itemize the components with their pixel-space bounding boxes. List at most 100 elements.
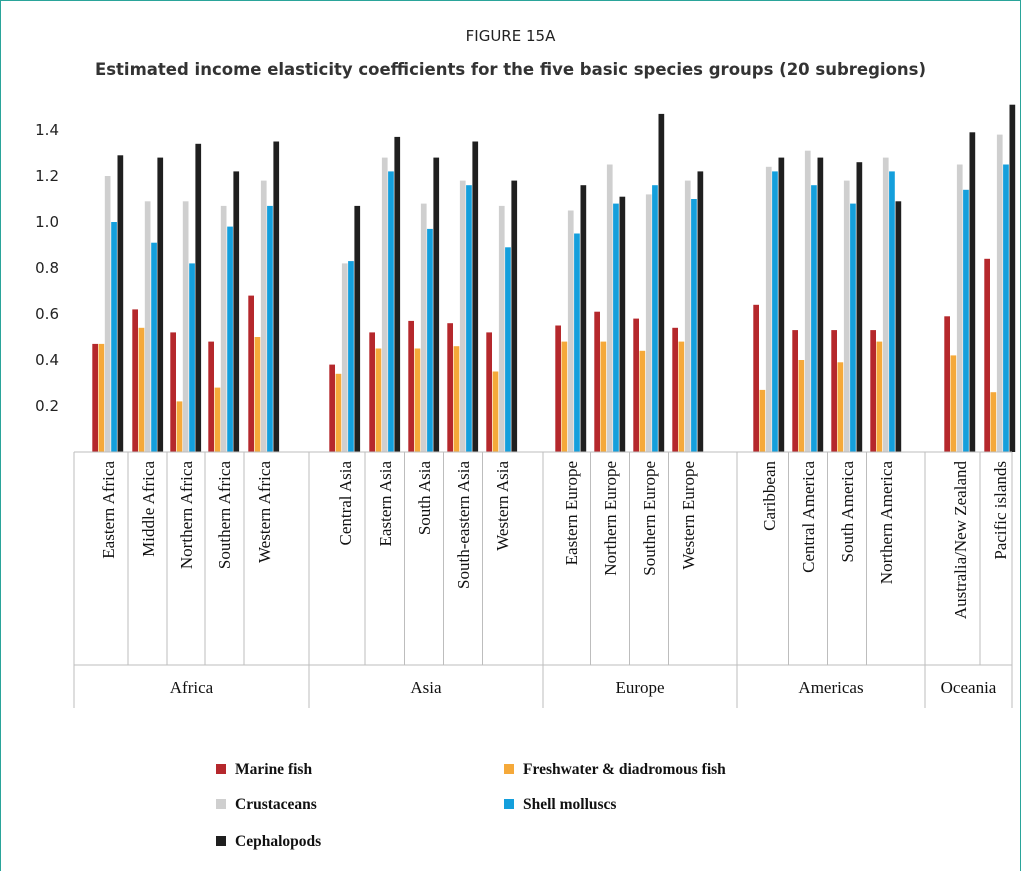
y-tick-label: 1.0 [35,213,59,231]
category-label-western-europe: Western Europe [679,461,698,570]
bar-shell-molluscs-southern-europe [652,185,658,452]
bar-shell-molluscs-central-america [811,185,817,452]
category-label-northern-africa: Northern Africa [177,461,196,570]
bar-marine-fish-south-eastern-asia [447,323,453,452]
bar-crustaceans-eastern-africa [104,176,111,452]
bar-shell-molluscs-western-africa [267,205,273,452]
bar-freshwater-diadromous-fish-eastern-africa [98,343,105,452]
bar-marine-fish-australia-new-zealand [944,316,950,452]
bar-freshwater-diadromous-fish-south-eastern-asia [453,346,460,452]
bar-cephalopods-eastern-asia [394,136,401,452]
bar-shell-molluscs-middle-africa [151,242,157,452]
bar-freshwater-diadromous-fish-western-africa [254,337,261,452]
category-label-western-africa: Western Africa [255,461,274,563]
legend-label-freshwater-diadromous-fish: Freshwater & diadromous fish [523,761,726,778]
bar-shell-molluscs-eastern-europe [574,233,580,452]
category-label-northern-europe: Northern Europe [601,461,620,576]
bar-marine-fish-southern-africa [208,341,214,452]
region-label-oceania: Oceania [941,678,997,697]
y-tick-label: 1.2 [35,167,59,185]
bar-freshwater-diadromous-fish-australia-new-zealand [950,355,957,452]
legend-swatch-freshwater-diadromous-fish [504,764,514,774]
bar-crustaceans-northern-africa [182,201,189,452]
category-label-south-eastern-asia: South-eastern Asia [454,461,473,589]
bar-marine-fish-caribbean [753,304,759,452]
bar-freshwater-diadromous-fish-western-asia [492,371,499,452]
y-tick-label: 0.2 [35,397,59,415]
category-label-south-america: South America [838,461,857,563]
bar-freshwater-diadromous-fish-eastern-europe [561,341,568,452]
bar-cephalopods-middle-africa [157,157,164,452]
category-label-eastern-europe: Eastern Europe [562,461,581,565]
bar-shell-molluscs-eastern-asia [388,171,394,452]
bar-cephalopods-pacific-islands [1009,104,1016,452]
bar-marine-fish-northern-europe [594,311,600,452]
x-axis [73,451,1013,708]
category-label-eastern-africa: Eastern Africa [99,461,118,559]
bar-freshwater-diadromous-fish-northern-europe [600,341,607,452]
region-label-europe: Europe [615,678,664,697]
bar-cephalopods-australia-new-zealand [969,132,976,453]
bar-crustaceans-southern-africa [220,205,227,452]
bar-cephalopods-northern-africa [195,143,202,453]
bar-shell-molluscs-eastern-africa [111,222,117,452]
bar-freshwater-diadromous-fish-south-asia [414,348,421,452]
bar-freshwater-diadromous-fish-central-america [798,360,805,452]
bar-crustaceans-northern-europe [606,164,613,452]
bar-freshwater-diadromous-fish-central-asia [335,373,342,452]
bar-marine-fish-middle-africa [132,309,138,452]
bar-shell-molluscs-caribbean [772,171,778,452]
bar-marine-fish-eastern-europe [555,325,561,452]
bar-marine-fish-western-africa [248,295,254,452]
legend-swatch-marine-fish [216,764,226,774]
category-label-western-asia: Western Asia [493,461,512,551]
bar-marine-fish-south-asia [408,320,414,452]
bar-shell-molluscs-northern-america [889,171,895,452]
legend-swatch-cephalopods [216,836,226,846]
figure-label: FIGURE 15A [465,27,556,45]
bar-crustaceans-middle-africa [144,201,151,452]
bar-crustaceans-pacific-islands [996,134,1003,452]
bar-crustaceans-central-america [804,150,811,452]
y-tick-label: 0.4 [35,351,59,369]
bar-crustaceans-western-africa [260,180,267,452]
bar-crustaceans-eastern-europe [567,210,574,452]
category-label-northern-america: Northern America [877,461,896,585]
bar-crustaceans-south-eastern-asia [459,180,466,452]
bar-shell-molluscs-western-asia [505,247,511,452]
bar-shell-molluscs-western-europe [691,199,697,452]
bar-cephalopods-eastern-europe [580,185,587,452]
bar-shell-molluscs-australia-new-zealand [963,189,969,453]
bar-cephalopods-eastern-africa [117,155,124,453]
bar-marine-fish-eastern-africa [92,343,98,452]
bar-freshwater-diadromous-fish-eastern-asia [375,348,382,452]
bar-crustaceans-eastern-asia [381,157,388,452]
bar-freshwater-diadromous-fish-southern-europe [639,350,646,452]
bar-freshwater-diadromous-fish-caribbean [759,389,766,452]
bar-cephalopods-central-asia [354,205,361,452]
legend-label-marine-fish: Marine fish [235,761,312,778]
bar-crustaceans-northern-america [882,157,889,452]
y-axis-ticks: 0.2 0.4 0.6 0.8 1.0 1.2 1.4 [35,121,59,415]
bar-crustaceans-south-asia [420,203,427,452]
bar-cephalopods-western-asia [511,180,518,452]
bar-freshwater-diadromous-fish-pacific-islands [990,392,997,452]
bar-cephalopods-southern-europe [658,113,665,453]
bar-marine-fish-central-asia [329,364,335,452]
legend-label-cephalopods: Cephalopods [235,833,321,850]
bar-shell-molluscs-pacific-islands [1003,164,1009,452]
bar-freshwater-diadromous-fish-northern-america [876,341,883,452]
bar-marine-fish-southern-europe [633,318,639,452]
bar-crustaceans-western-asia [498,205,505,452]
y-tick-label: 0.6 [35,305,59,323]
legend-swatch-crustaceans [216,799,226,809]
region-label-africa: Africa [170,678,214,697]
bar-marine-fish-western-europe [672,327,678,452]
bar-freshwater-diadromous-fish-western-europe [678,341,685,452]
category-label-eastern-asia: Eastern Asia [376,461,395,547]
category-label-caribbean: Caribbean [760,461,779,531]
bar-shell-molluscs-northern-africa [189,263,195,452]
bar-freshwater-diadromous-fish-middle-africa [138,327,145,452]
bar-cephalopods-northern-europe [619,196,626,452]
region-label-asia: Asia [410,678,442,697]
